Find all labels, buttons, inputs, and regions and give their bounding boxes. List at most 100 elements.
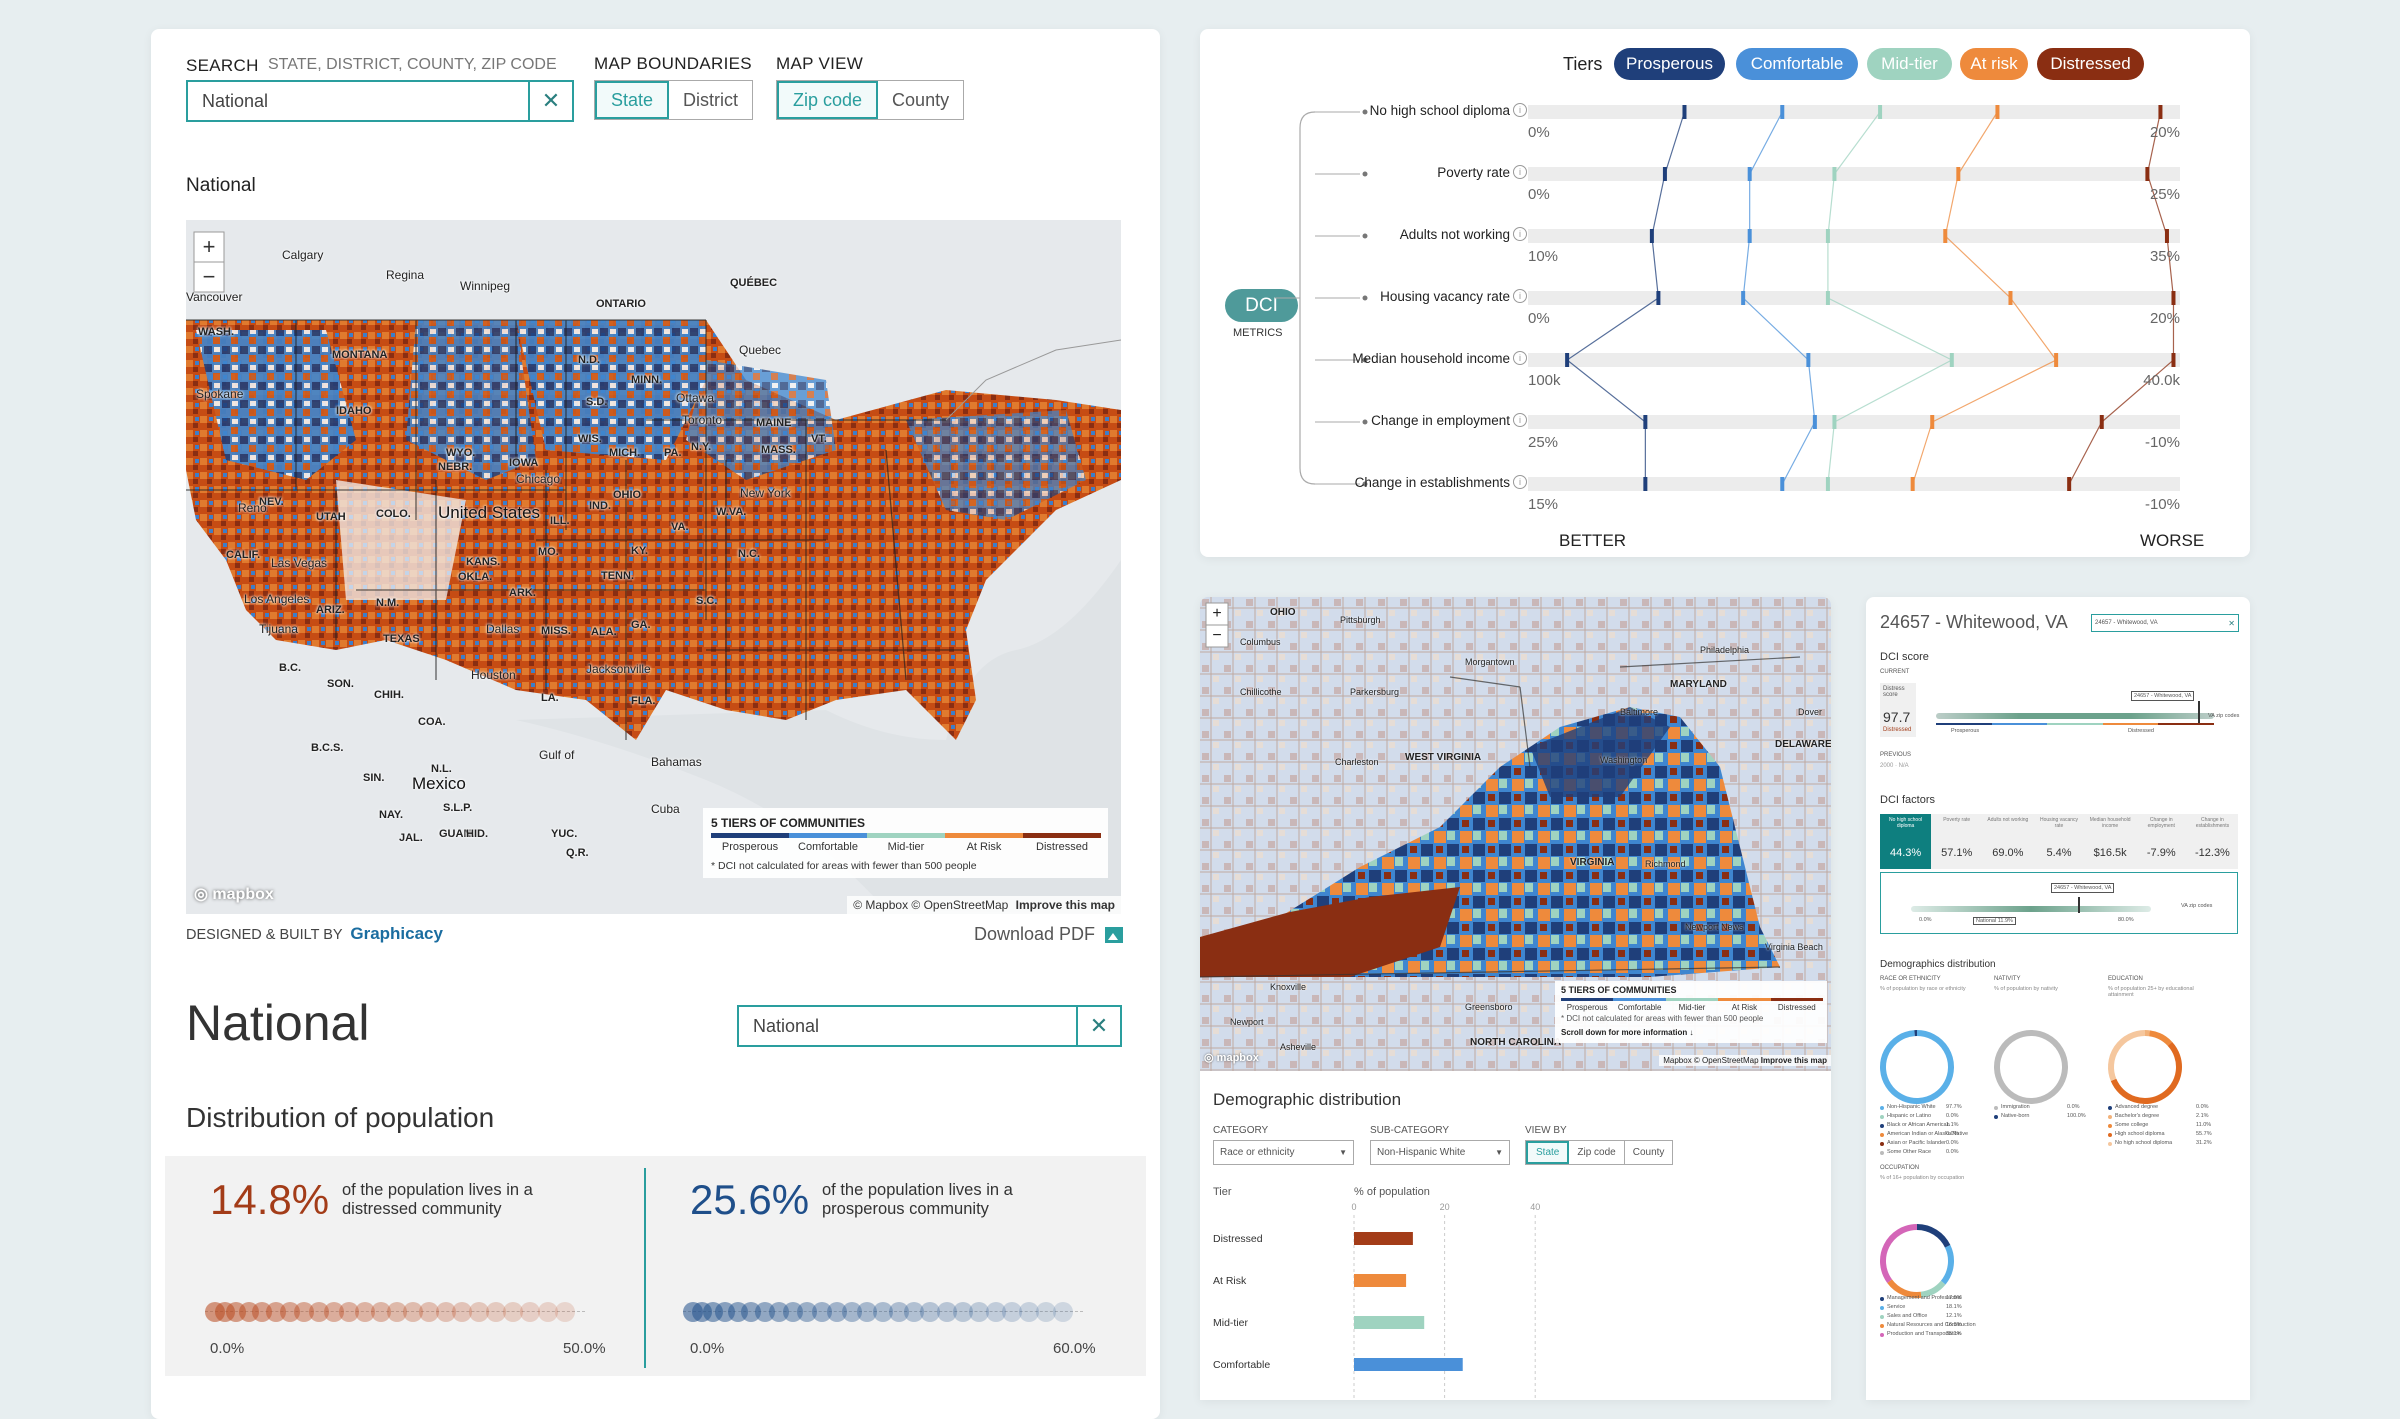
tier-marker	[1995, 105, 1999, 119]
demo-bar[interactable]	[1354, 1274, 1406, 1287]
va-improve-map-link[interactable]: Improve this map	[1761, 1056, 1827, 1065]
boundary-district-button[interactable]: District	[669, 81, 752, 119]
clear-region-search-button[interactable]: ✕	[1076, 1007, 1120, 1045]
map-place-label: IOWA	[509, 457, 538, 469]
view-county-button[interactable]: County	[878, 81, 963, 119]
view-by-county-button[interactable]: County	[1625, 1141, 1673, 1164]
factor-marker-label: 24657 - Whitewood, VA	[2051, 883, 2114, 893]
legend-item-name: Bachelor's degree	[2115, 1113, 2159, 1119]
donut-segment	[1917, 1227, 1948, 1246]
metric-max: 40.0k	[2143, 372, 2180, 389]
metric-label: Median household income	[1352, 351, 1510, 366]
region-search-value: National	[753, 1016, 819, 1037]
info-icon[interactable]: i	[1513, 103, 1527, 117]
map-place-label: MAINE	[756, 417, 791, 429]
info-icon[interactable]: i	[1513, 165, 1527, 179]
tier-marker	[1911, 477, 1915, 491]
designed-by-label: DESIGNED & BUILT BY	[186, 927, 342, 943]
tier-marker	[2054, 353, 2058, 367]
tier-marker	[1748, 167, 1752, 181]
view-zipcode-button[interactable]: Zip code	[777, 81, 878, 119]
map-place-label: IDAHO	[336, 405, 371, 417]
map-place-label: NAY.	[379, 809, 403, 821]
info-icon[interactable]: i	[1513, 351, 1527, 365]
map-place-label: Spokane	[196, 387, 243, 401]
view-by-zipcode-button[interactable]: Zip code	[1569, 1141, 1624, 1164]
info-icon[interactable]: i	[1513, 227, 1527, 241]
demo-bar[interactable]	[1354, 1316, 1424, 1329]
map-place-label: WASH.	[198, 326, 234, 338]
download-pdf-button[interactable]: Download PDF	[974, 924, 1123, 945]
factor-tab[interactable]: Change in establishments-12.3%	[2187, 814, 2238, 869]
tier-marker	[2171, 353, 2175, 367]
legend-tiers: Prosperous Comfortable Mid-tier At Risk …	[711, 841, 1101, 853]
va-legend-scroll[interactable]: Scroll down for more information ↓	[1561, 1028, 1693, 1037]
legend-tier: Distressed	[1023, 841, 1101, 853]
metric-track	[1528, 477, 2180, 491]
clear-search-button[interactable]: ✕	[528, 82, 572, 120]
zoom-out-button[interactable]: −	[194, 262, 224, 292]
legend-item-name: Some college	[2115, 1122, 2148, 1128]
donut-segment	[2114, 1044, 2179, 1101]
va-zip-legend: VA zip codes	[2208, 713, 2239, 719]
category-select[interactable]: Race or ethnicity ▼	[1213, 1140, 1354, 1165]
factor-name: Median household income	[2088, 817, 2133, 829]
search-input[interactable]: National ✕	[186, 80, 574, 122]
dci-metrics-panel: Tiers Prosperous Comfortable Mid-tier At…	[1200, 29, 2250, 557]
demo-bar[interactable]	[1354, 1358, 1463, 1371]
legend-swatch	[1880, 1297, 1884, 1301]
map-place-label: PA.	[664, 447, 682, 459]
map-place-label: FLA.	[631, 695, 655, 707]
demo-bar[interactable]	[1354, 1232, 1413, 1245]
map-place-label: N.Y.	[691, 441, 711, 453]
legend-item-name: Hispanic or Latino	[1887, 1113, 1931, 1119]
map-place-label: NORTH CAROLINA	[1470, 1037, 1530, 1048]
caret-down-icon: ▼	[1339, 1148, 1347, 1157]
legend-tier: At Risk	[945, 841, 1023, 853]
info-icon[interactable]: i	[1513, 413, 1527, 427]
map-place-label: Asheville	[1280, 1042, 1316, 1053]
boundary-state-button[interactable]: State	[595, 81, 669, 119]
mapbox-text: mapbox	[212, 886, 273, 903]
metric-min: 100k	[1528, 372, 1561, 389]
legend-swatch	[2108, 1115, 2112, 1119]
map-place-label: Vancouver	[186, 290, 242, 304]
factor-min: 0.0%	[1919, 917, 1932, 923]
donut-segment	[2111, 1033, 2145, 1080]
va-zoom-out-button[interactable]: −	[1206, 625, 1228, 647]
map-place-label: B.C.	[279, 662, 301, 674]
map-place-label: DELAWARE	[1775, 739, 1831, 750]
map-place-label: YUC.	[551, 828, 577, 840]
region-search-input[interactable]: National ✕	[737, 1005, 1122, 1047]
map-place-label: United States	[438, 503, 540, 523]
map-place-label: Tijuana	[259, 622, 298, 636]
tier-marker	[1813, 415, 1817, 429]
map-place-label: W.VA.	[716, 506, 746, 518]
map-place-label: Baltimore	[1620, 707, 1658, 718]
profile-search-input[interactable]: 24657 - Whitewood, VA ✕	[2091, 614, 2239, 632]
distressed-stat-text: of the population lives in a distressed …	[342, 1181, 572, 1219]
va-zoom-in-button[interactable]: +	[1206, 603, 1228, 625]
factor-tab[interactable]: Median household income$16.5k	[2085, 814, 2136, 869]
info-icon[interactable]: i	[1513, 289, 1527, 303]
view-by-state-button[interactable]: State	[1526, 1141, 1569, 1164]
factor-name: No high school diploma	[1883, 817, 1928, 829]
info-icon[interactable]: i	[1513, 475, 1527, 489]
map-place-label: Reno	[238, 501, 267, 515]
map-place-label: Las Vegas	[271, 556, 327, 570]
metric-max: -10%	[2145, 434, 2180, 451]
subcategory-select[interactable]: Non-Hispanic White ▼	[1370, 1140, 1510, 1165]
improve-map-link[interactable]: Improve this map	[1016, 898, 1115, 912]
map-place-label: Newport	[1230, 1017, 1264, 1028]
brand-link[interactable]: Graphicacy	[350, 924, 443, 943]
zoom-in-button[interactable]: +	[194, 232, 224, 262]
va-legend-bar	[1561, 998, 1823, 1001]
factor-tab[interactable]: Change in employment-7.9%	[2136, 814, 2187, 869]
close-icon[interactable]: ✕	[2228, 619, 2235, 628]
